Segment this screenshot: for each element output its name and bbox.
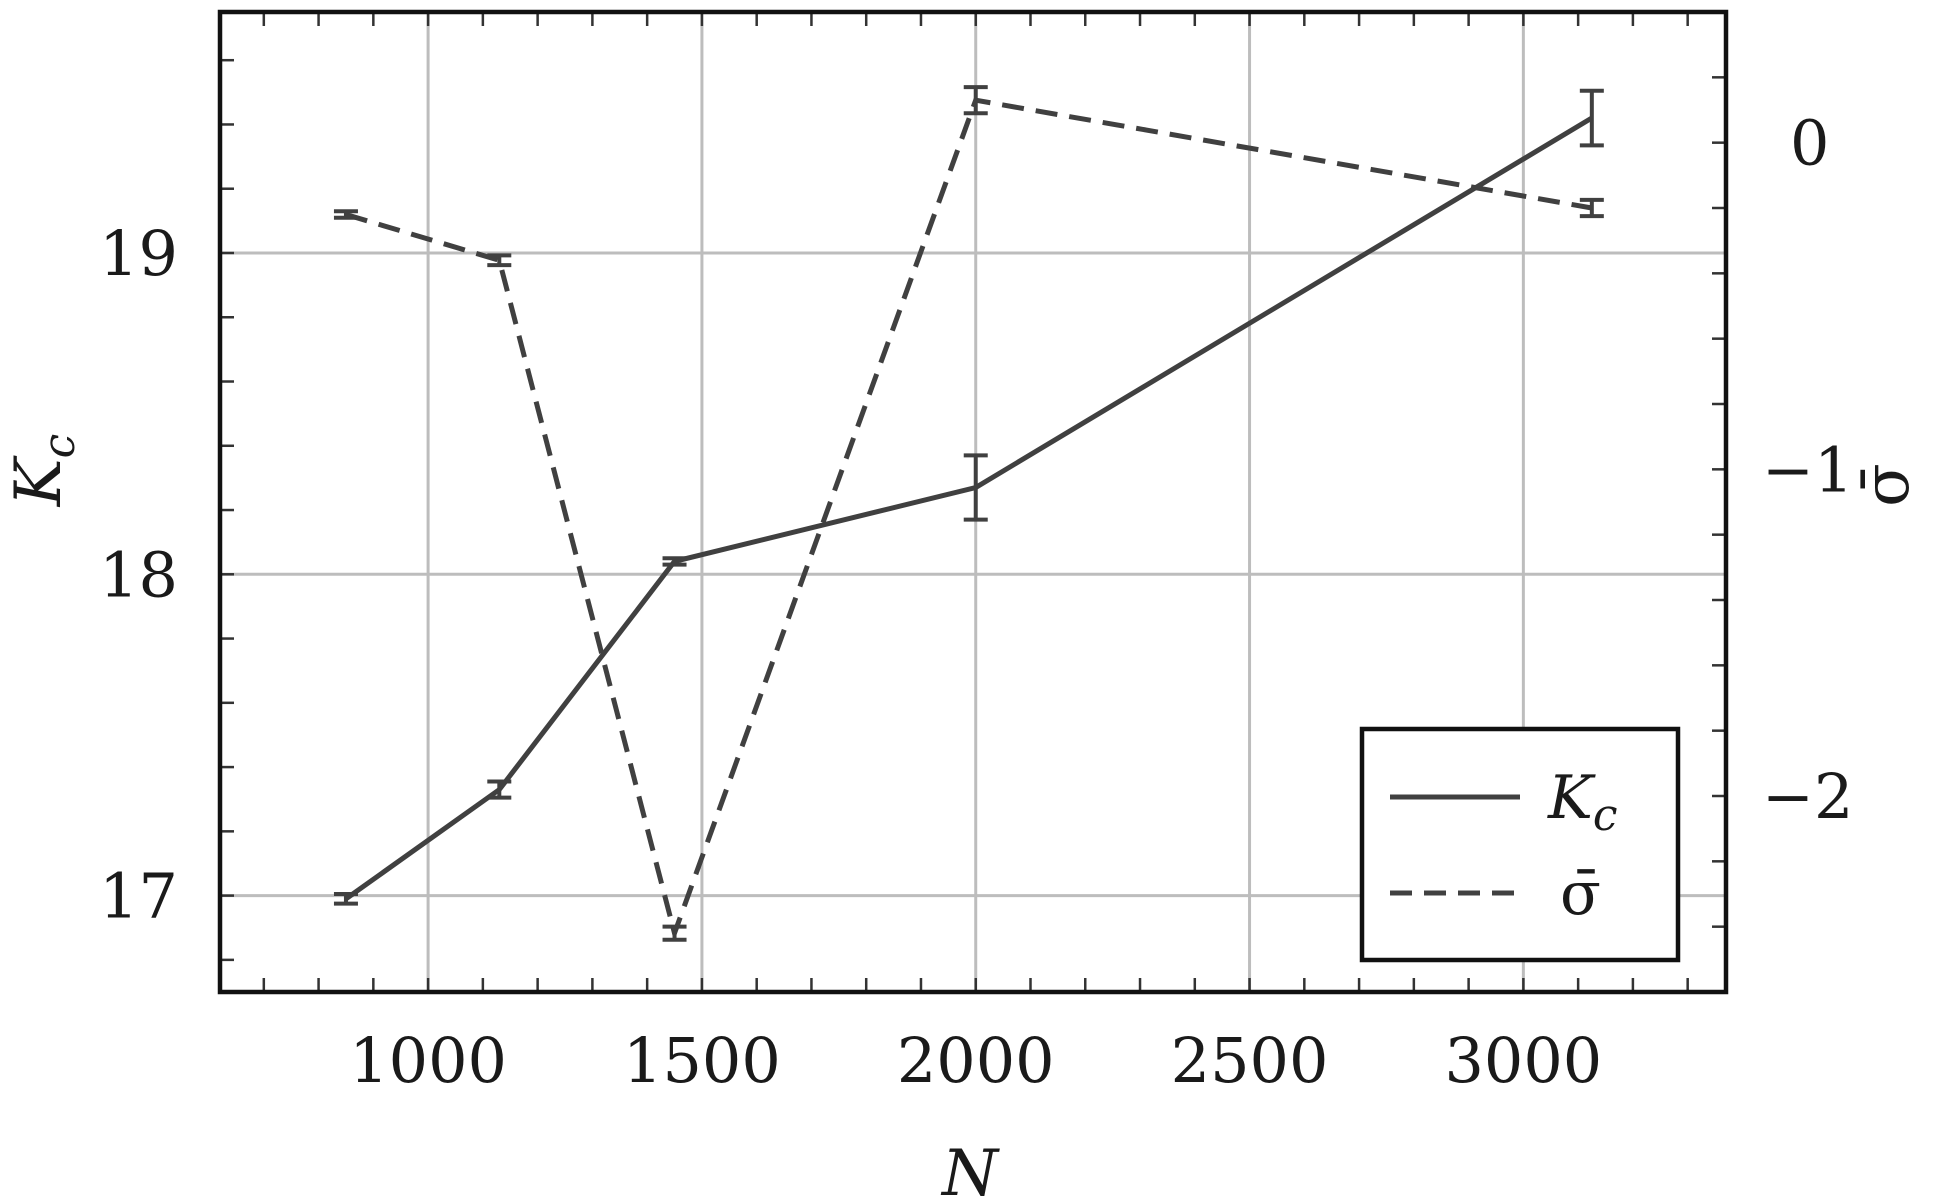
legend-label-kc: Kc	[1547, 763, 1617, 841]
y2-tick-label: −2	[1762, 760, 1853, 833]
x-tick-labels: 1000 1500 2000 2500 3000	[349, 1024, 1602, 1097]
error-bar-kc	[662, 556, 687, 567]
x-tick-label: 1500	[623, 1024, 781, 1097]
x-axis-title: N	[940, 1137, 1000, 1204]
error-bar-kc	[487, 779, 512, 800]
y-tick-label: 17	[99, 860, 178, 933]
error-bar-sigma	[662, 924, 687, 942]
y-axis-title: Kc	[2, 434, 85, 507]
y-tick-label: 19	[99, 217, 178, 290]
y2-tick-label: −1	[1762, 433, 1853, 506]
y-tick-labels: 17 18 19	[99, 217, 178, 933]
legend: Kc σ̄	[1359, 726, 1681, 963]
error-bar-kc	[1579, 88, 1604, 148]
plot-frame	[217, 9, 1729, 995]
series	[333, 85, 1604, 942]
legend-box	[1359, 726, 1681, 963]
y2-tick-label: 0	[1790, 107, 1829, 180]
y2-axis-title: σ̄	[1850, 463, 1924, 507]
error-bar-kc	[963, 453, 988, 522]
y2-tick-labels: 0 −1 −2	[1762, 107, 1853, 833]
x-tick-label: 2500	[1171, 1024, 1329, 1097]
x-tick-label: 1000	[349, 1024, 507, 1097]
error-bar-sigma	[333, 209, 358, 220]
y-axis-title-sub: c	[34, 434, 85, 459]
x-tick-label: 2000	[897, 1024, 1055, 1097]
legend-label-kc-main: K	[1547, 763, 1596, 833]
y-axis-title-main: K	[2, 455, 76, 507]
minor-ticks	[220, 10, 1726, 994]
legend-label-kc-sub: c	[1593, 790, 1618, 841]
error-bar-sigma	[963, 85, 988, 116]
error-bar-sigma	[1579, 197, 1604, 219]
y-tick-label: 18	[99, 538, 178, 611]
error-bar-sigma	[487, 253, 512, 268]
error-bar-kc	[333, 892, 358, 906]
x-tick-label: 3000	[1444, 1024, 1602, 1097]
legend-label-sigma: σ̄	[1560, 859, 1601, 929]
